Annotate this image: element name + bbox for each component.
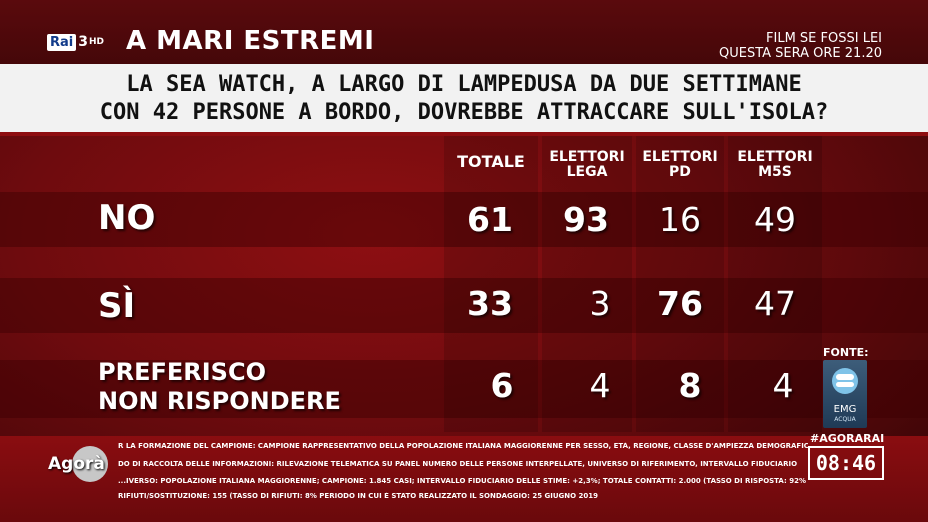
emg-logo-sub: ACQUA [834,416,856,423]
value-preferisco-m5s: 4 [772,366,794,405]
value-no-pd: 16 [659,200,701,239]
row-stripe [0,278,928,333]
methodology-note: RIFIUTI/SOSTITUZIONE: 155 (TASSO DI RIFI… [118,492,599,500]
column-bg-m5s [728,136,822,432]
emg-wave-icon [832,368,858,394]
channel-logo: Rai 3 HD [47,31,104,53]
row-stripe [0,192,928,247]
promo-line-2: QUESTA SERA ORE 21.20 [719,46,882,61]
poll-question: LA SEA WATCH, A LARGO DI LAMPEDUSA DA DU… [0,64,928,136]
value-preferisco-totale: 6 [490,366,514,405]
question-line-2: CON 42 PERSONE A BORDO, DOVREBBE ATTRACC… [99,100,829,125]
promo-text: FILM SE FOSSI LEI QUESTA SERA ORE 21.20 [719,31,882,61]
program-logo-ring [72,446,108,482]
value-preferisco-lega: 4 [589,366,611,405]
value-si-lega: 3 [589,284,611,323]
value-preferisco-pd: 8 [678,366,702,405]
show-title: A MARI ESTREMI [126,26,375,56]
channel-number: 3 [78,34,88,50]
value-si-pd: 76 [657,284,703,323]
row-label-preferisco: PREFERISCO NON RISPONDERE [98,358,341,415]
question-line-1: LA SEA WATCH, A LARGO DI LAMPEDUSA DA DU… [126,72,802,97]
promo-line-1: FILM SE FOSSI LEI [766,31,882,46]
column-header-pd: ELETTORI PD [642,149,718,180]
column-bg-pd [636,136,724,432]
value-no-lega: 93 [563,200,609,239]
column-header-m5s: ELETTORI M5S [737,149,813,180]
column-bg-totale [444,136,538,432]
column-header-totale: TOTALE [457,152,525,171]
bottom-banner [0,436,928,522]
row-stripe [0,360,928,418]
row-label-no: NO [98,198,156,238]
methodology-note: DO DI RACCOLTA DELLE INFORMAZIONI: RILEV… [118,460,798,468]
emg-logo: EMG ACQUA [823,360,867,428]
column-header-lega: ELETTORI LEGA [549,149,625,180]
hashtag: #AGORARAI [810,432,885,445]
emg-logo-text: EMG [833,404,857,415]
clock: 08:46 [808,446,884,480]
channel-hd: HD [89,37,105,47]
value-no-m5s: 49 [754,200,796,239]
top-banner: Rai 3 HD A MARI ESTREMI FILM SE FOSSI LE… [0,0,928,64]
channel-brand: Rai [47,33,77,51]
column-bg-lega [542,136,632,432]
program-logo-text: Agorà [48,454,105,474]
value-si-totale: 33 [467,284,513,323]
source-label: FONTE: [823,346,869,359]
methodology-note: ...IVERSO: POPOLAZIONE ITALIANA MAGGIORE… [118,477,806,485]
value-si-m5s: 47 [754,284,796,323]
value-no-totale: 61 [467,200,513,239]
program-logo: Agorà [42,446,114,482]
methodology-note: R LA FORMAZIONE DEL CAMPIONE: CAMPIONE R… [118,442,808,450]
row-label-si: SÌ [98,286,136,326]
